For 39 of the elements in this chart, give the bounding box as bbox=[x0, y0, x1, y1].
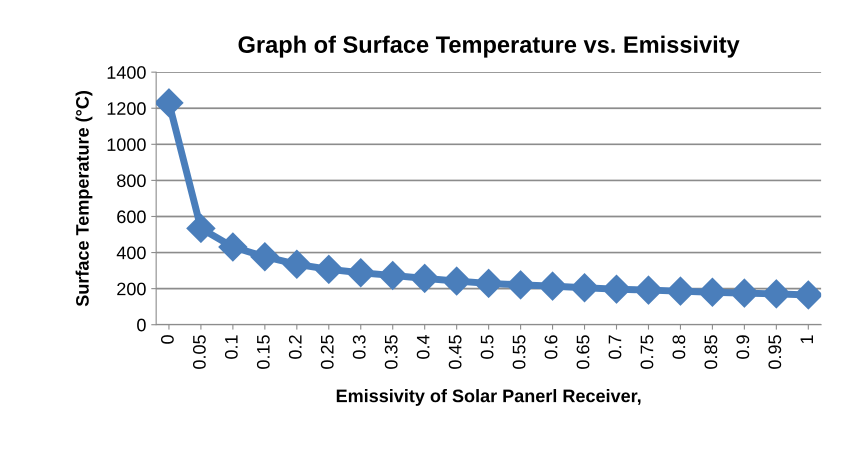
y-tick-label: 1200 bbox=[108, 102, 146, 115]
x-tick-label: 0.2 bbox=[288, 335, 302, 359]
x-tick-label: 1 bbox=[800, 335, 813, 344]
chart-title: Graph of Surface Temperature vs. Emissivity bbox=[238, 36, 740, 58]
x-tick-label: 0.95 bbox=[768, 335, 782, 369]
point bbox=[250, 242, 280, 272]
x-tick-label: 0.05 bbox=[192, 335, 206, 369]
y-tick-label: 400 bbox=[116, 246, 146, 260]
point bbox=[218, 232, 248, 262]
point bbox=[378, 261, 408, 290]
x-tick-label: 0.45 bbox=[448, 335, 462, 369]
x-tick-label: 0.4 bbox=[416, 334, 430, 359]
x-tick-label: 0.55 bbox=[512, 335, 526, 369]
point bbox=[186, 214, 216, 243]
x-tick-label: 0 bbox=[161, 335, 174, 344]
x-tick-label: 0.75 bbox=[640, 335, 654, 369]
point bbox=[314, 254, 344, 284]
x-tick-label: 0.85 bbox=[704, 335, 718, 369]
x-tick-label: 0.25 bbox=[320, 335, 334, 369]
x-axis-title: Emissivity of Solar Panerl Receiver, bbox=[336, 389, 640, 406]
y-tick-label: 1000 bbox=[108, 138, 146, 152]
y-tick-label: 1400 bbox=[108, 66, 146, 79]
y-tick-label: 0 bbox=[137, 318, 146, 332]
y-tick-label: 800 bbox=[117, 174, 146, 188]
y-tick-label: 600 bbox=[117, 210, 146, 224]
point bbox=[282, 250, 312, 279]
x-tick-label: 0.35 bbox=[384, 335, 398, 369]
y-tick-label: 200 bbox=[117, 282, 146, 296]
x-tick-label: 0.3 bbox=[352, 335, 366, 359]
x-tick-label: 0.15 bbox=[256, 335, 270, 369]
x-tick-label: 0.5 bbox=[480, 335, 494, 359]
x-tick-label: 0.9 bbox=[736, 335, 750, 359]
x-tick-label: 0.7 bbox=[608, 335, 622, 359]
x-tick-label: 0.8 bbox=[672, 335, 686, 359]
x-tick-label: 0.1 bbox=[224, 335, 238, 359]
x-tick-label: 0.6 bbox=[544, 335, 558, 359]
point bbox=[346, 258, 376, 288]
x-tick-label: 0.65 bbox=[576, 335, 590, 369]
y-axis-title: Surface Temperature (°C) bbox=[76, 91, 92, 306]
